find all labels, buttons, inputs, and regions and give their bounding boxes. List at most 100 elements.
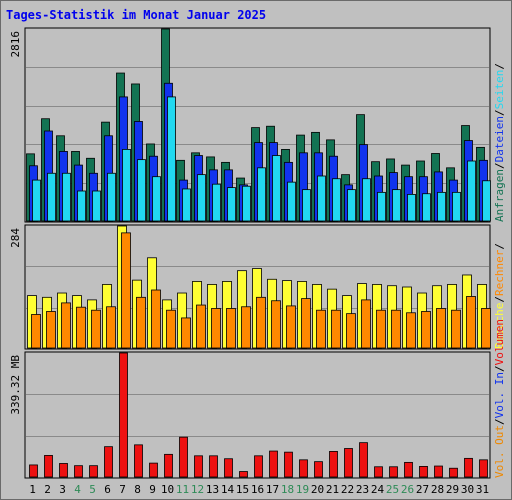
bar-rechner-3 bbox=[61, 302, 71, 349]
x-tick-label: 29 bbox=[446, 483, 459, 496]
bar-rechner-19 bbox=[301, 298, 311, 349]
right-legend: Anfragen/Dateien/Seiten/Besuche/Rechner/… bbox=[493, 63, 506, 478]
legend-volume: Vol. Out/Vol. In/Volumen bbox=[493, 319, 506, 478]
x-tick-label: 10 bbox=[161, 483, 174, 496]
bar-volumen-23 bbox=[359, 442, 368, 478]
bar-rechner-27 bbox=[421, 311, 431, 349]
bar-rechner-1 bbox=[31, 314, 41, 349]
bar-rechner-10 bbox=[166, 309, 176, 349]
x-tick-label: 19 bbox=[296, 483, 309, 496]
bar-seiten-16 bbox=[257, 167, 266, 222]
bar-volumen-22 bbox=[344, 448, 353, 478]
bar-rechner-22 bbox=[346, 313, 356, 349]
bar-volumen-3 bbox=[59, 463, 68, 478]
bar-seiten-1 bbox=[32, 179, 41, 222]
bar-seiten-6 bbox=[107, 172, 116, 222]
bar-seiten-7 bbox=[122, 149, 131, 222]
bar-rechner-28 bbox=[436, 308, 446, 349]
chart-panels: 2816 284 339.32 MB bbox=[9, 27, 491, 479]
bar-rechner-29 bbox=[451, 309, 461, 349]
bar-volumen-27 bbox=[419, 466, 428, 478]
x-tick-label: 11 bbox=[176, 483, 189, 496]
bar-seiten-2 bbox=[47, 172, 56, 222]
bar-seiten-27 bbox=[422, 193, 431, 222]
bar-seiten-12 bbox=[197, 174, 206, 222]
visits-panel: 284 bbox=[9, 224, 491, 350]
bar-seiten-13 bbox=[212, 183, 221, 222]
x-tick-label: 1 bbox=[29, 483, 36, 496]
bar-seiten-10 bbox=[167, 96, 176, 222]
bar-seiten-23 bbox=[362, 178, 371, 222]
bar-volumen-7 bbox=[119, 352, 128, 478]
x-tick-label: 17 bbox=[266, 483, 279, 496]
bar-seiten-29 bbox=[452, 191, 461, 222]
bar-seiten-20 bbox=[317, 175, 326, 222]
bar-volumen-30 bbox=[464, 457, 473, 478]
y-max-label: 2816 bbox=[9, 31, 22, 58]
x-tick-label: 23 bbox=[356, 483, 369, 496]
bar-seiten-18 bbox=[287, 181, 296, 222]
x-tick-label: 25 bbox=[386, 483, 399, 496]
bar-volumen-26 bbox=[404, 461, 413, 478]
requests-panel: 2816 bbox=[9, 27, 491, 223]
bar-rechner-21 bbox=[331, 309, 341, 349]
x-tick-label: 22 bbox=[341, 483, 354, 496]
legend-visits-hosts: Besuche/Rechner/ bbox=[493, 243, 506, 349]
bar-volumen-16 bbox=[254, 455, 263, 478]
x-tick-label: 21 bbox=[326, 483, 339, 496]
bar-seiten-28 bbox=[437, 191, 446, 222]
bar-rechner-9 bbox=[151, 289, 161, 349]
bar-volumen-29 bbox=[449, 467, 458, 478]
bar-volumen-13 bbox=[209, 455, 218, 478]
bar-seiten-4 bbox=[77, 190, 86, 222]
y-max-label: 339.32 MB bbox=[9, 355, 22, 415]
bar-rechner-7 bbox=[121, 232, 131, 349]
bar-seiten-3 bbox=[62, 172, 71, 222]
bar-seiten-9 bbox=[152, 176, 161, 222]
x-tick-label: 24 bbox=[371, 483, 385, 496]
bar-seiten-15 bbox=[242, 185, 251, 222]
bar-rechner-4 bbox=[76, 306, 86, 349]
bar-seiten-25 bbox=[392, 189, 401, 222]
bar-seiten-24 bbox=[377, 191, 386, 222]
x-tick-label: 14 bbox=[221, 483, 235, 496]
bar-volumen-24 bbox=[374, 466, 383, 478]
bar-rechner-17 bbox=[271, 300, 281, 349]
bar-seiten-17 bbox=[272, 155, 281, 222]
x-tick-label: 12 bbox=[191, 483, 204, 496]
bar-volumen-14 bbox=[224, 458, 233, 478]
bar-rechner-11 bbox=[181, 317, 191, 349]
bar-volumen-21 bbox=[329, 451, 338, 478]
x-tick-label: 6 bbox=[104, 483, 111, 496]
bar-rechner-20 bbox=[316, 309, 326, 349]
bar-rechner-2 bbox=[46, 311, 56, 349]
x-tick-label: 15 bbox=[236, 483, 249, 496]
bar-volumen-10 bbox=[164, 453, 173, 478]
x-tick-label: 9 bbox=[149, 483, 156, 496]
bar-rechner-14 bbox=[226, 308, 236, 349]
bar-rechner-16 bbox=[256, 296, 266, 349]
bar-rechner-15 bbox=[241, 306, 251, 349]
bar-volumen-20 bbox=[314, 461, 323, 478]
bar-seiten-5 bbox=[92, 190, 101, 222]
x-tick-label: 18 bbox=[281, 483, 294, 496]
bar-volumen-2 bbox=[44, 455, 53, 478]
bar-seiten-8 bbox=[137, 159, 146, 222]
bar-volumen-8 bbox=[134, 444, 143, 478]
bar-volumen-9 bbox=[149, 462, 158, 478]
bar-volumen-19 bbox=[299, 459, 308, 478]
x-tick-label: 28 bbox=[431, 483, 444, 496]
x-tick-label: 8 bbox=[134, 483, 141, 496]
x-tick-label: 4 bbox=[74, 483, 81, 496]
bar-volumen-17 bbox=[269, 450, 278, 478]
x-tick-label: 3 bbox=[59, 483, 66, 496]
bar-rechner-12 bbox=[196, 304, 206, 349]
bar-rechner-26 bbox=[406, 312, 416, 349]
x-tick-label: 27 bbox=[416, 483, 429, 496]
x-tick-label: 2 bbox=[44, 483, 51, 496]
x-tick-label: 31 bbox=[476, 483, 489, 496]
bar-volumen-28 bbox=[434, 465, 443, 478]
bar-volumen-6 bbox=[104, 446, 113, 478]
bar-seiten-22 bbox=[347, 189, 356, 222]
